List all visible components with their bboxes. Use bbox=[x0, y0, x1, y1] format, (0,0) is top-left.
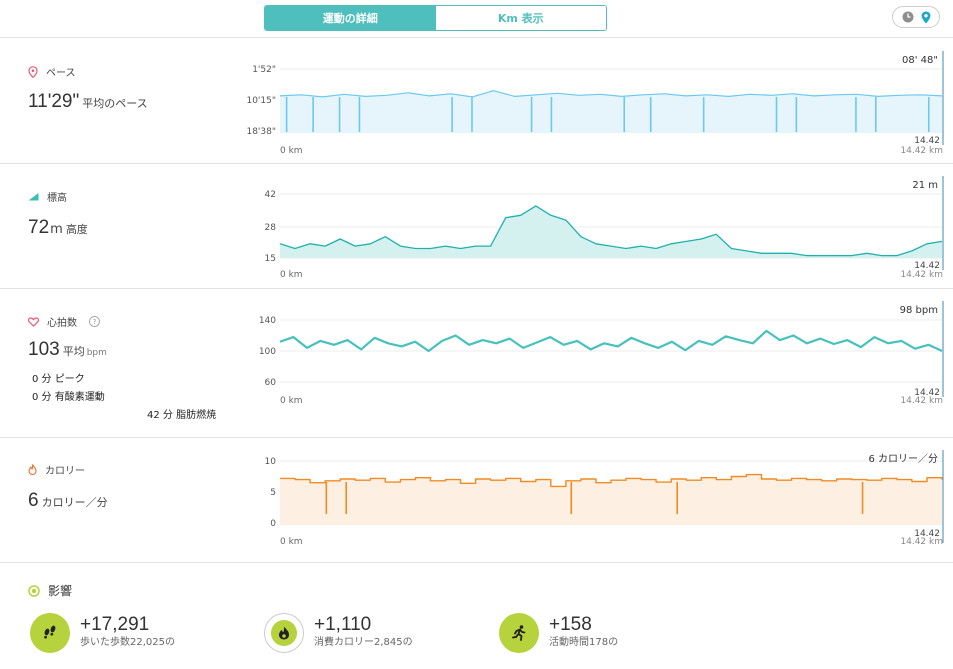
x-axis-start-label: 0 km bbox=[280, 270, 303, 280]
pace-chart: 1'52" 10'15" 18'38" 08' 48" 14.42 0 km 14.42 k… bbox=[246, 51, 944, 156]
x-axis-end-label: 14.42 km bbox=[900, 146, 943, 156]
calories-burned-sub: 消費カロリー2,845の bbox=[314, 637, 413, 648]
runner-icon bbox=[499, 613, 539, 653]
heart-value: 103 平均 bpm bbox=[28, 339, 107, 361]
marker-distance-label: 14.42 bbox=[914, 529, 940, 539]
x-axis-end-label: 14.42 km bbox=[900, 537, 943, 547]
elevation-unit-m: m bbox=[50, 222, 63, 237]
impact-steps: +17,291 歩いた歩数22,025の bbox=[30, 613, 175, 653]
y-tick-label: 1'52" bbox=[252, 65, 276, 75]
calories-value: 6 カロリー／分 bbox=[28, 490, 108, 512]
calories-number: 6 bbox=[28, 490, 39, 511]
heart-icon bbox=[28, 316, 39, 327]
elevation-number: 72 bbox=[28, 217, 50, 238]
heart-label: 心拍数 bbox=[47, 318, 77, 329]
calories-unit: カロリー／分 bbox=[41, 496, 108, 509]
map-pin-icon[interactable] bbox=[921, 11, 931, 24]
pace-value: 11'29" 平均のペース bbox=[28, 91, 148, 113]
active-minutes-value: +158 bbox=[549, 614, 592, 635]
current-value-label: 98 bpm bbox=[900, 305, 938, 316]
elevation-section: 標高 72m 高度 42 28 15 21 m 14.42 0 km 14.42 km bbox=[0, 164, 953, 289]
impact-calories: +1,110 消費カロリー2,845の bbox=[264, 613, 413, 653]
tab-exercise-details[interactable]: 運動の詳細 bbox=[265, 6, 436, 30]
elevation-icon bbox=[28, 193, 39, 201]
help-icon[interactable]: ? bbox=[89, 316, 100, 327]
series-line bbox=[279, 205, 943, 257]
calories-burned-value: +1,110 bbox=[314, 614, 372, 635]
y-tick-label: 100 bbox=[259, 347, 276, 357]
heart-chart: 140 100 60 98 bpm 14.42 0 km 14.42 km bbox=[259, 301, 944, 406]
clock-icon[interactable] bbox=[902, 11, 914, 23]
y-tick-label: 10 bbox=[265, 457, 277, 467]
top-bar: 運動の詳細 Km 表示 bbox=[0, 0, 953, 38]
elevation-unit: 高度 bbox=[65, 223, 88, 236]
elevation-chart: 42 28 15 21 m 14.42 0 km 14.42 km bbox=[265, 176, 944, 280]
marker-distance-label: 14.42 bbox=[914, 136, 940, 146]
zone-fatburn: 42 分 脂肪燃焼 bbox=[147, 410, 217, 421]
x-axis-end-label: 14.42 km bbox=[900, 270, 943, 280]
y-tick-label: 10'15" bbox=[246, 96, 276, 106]
x-axis-start-label: 0 km bbox=[280, 146, 303, 156]
elevation-label: 標高 bbox=[47, 193, 67, 204]
footsteps-icon bbox=[30, 613, 70, 653]
y-tick-label: 28 bbox=[265, 223, 277, 233]
pace-number: 11'29" bbox=[28, 91, 80, 112]
series-line bbox=[280, 473, 943, 488]
calories-chart: 10 5 0 6 カロリー／分 14.42 0 km 14.42 km bbox=[265, 450, 944, 547]
y-tick-label: 140 bbox=[259, 316, 276, 326]
marker-distance-label: 14.42 bbox=[914, 388, 940, 398]
pace-section: ペース 11'29" 平均のペース 1'52" 10'15" 18'38" 08' 48… bbox=[0, 39, 953, 164]
series-area bbox=[280, 90, 942, 133]
heart-number: 103 bbox=[28, 339, 60, 360]
marker-distance-label: 14.42 bbox=[914, 261, 940, 271]
y-tick-label: 42 bbox=[265, 190, 276, 200]
elevation-value: 72m 高度 bbox=[28, 217, 88, 239]
pace-unit: 平均のペース bbox=[82, 97, 148, 110]
heart-section: 心拍数 ? 103 平均 bpm 0 分 ピーク 0 分 有酸素運動 42 分 脂肪… bbox=[0, 289, 953, 438]
impact-active: +158 活動時間178の bbox=[499, 613, 618, 653]
calories-section: カロリー 6 カロリー／分 10 5 0 6 カロリー／分 14.42 0 km 14.42 … bbox=[0, 438, 953, 563]
current-value-label: 6 カロリー／分 bbox=[868, 453, 938, 465]
heart-unit-bpm: bpm bbox=[86, 348, 107, 358]
x-axis-start-label: 0 km bbox=[280, 396, 303, 406]
x-axis-start-label: 0 km bbox=[280, 537, 303, 547]
heart-unit: 平均 bbox=[62, 345, 85, 358]
zone-peak: 0 分 ピーク bbox=[32, 374, 85, 385]
current-value-label: 21 m bbox=[912, 180, 938, 191]
impact-title: 影響 bbox=[48, 584, 73, 598]
flame-small-icon bbox=[28, 464, 37, 475]
y-tick-label: 0 bbox=[270, 519, 276, 529]
map-clock-switch[interactable] bbox=[892, 6, 940, 28]
y-tick-label: 15 bbox=[265, 254, 276, 264]
steps-sub: 歩いた歩数22,025の bbox=[80, 637, 175, 648]
x-axis-end-label: 14.42 km bbox=[900, 396, 943, 406]
series-area bbox=[280, 474, 942, 525]
y-tick-label: 60 bbox=[265, 378, 277, 388]
y-tick-label: 5 bbox=[270, 488, 276, 498]
steps-value: +17,291 bbox=[80, 614, 150, 635]
series-line bbox=[279, 90, 943, 98]
y-tick-label: 18'38" bbox=[246, 127, 276, 137]
pace-pin-icon bbox=[28, 65, 38, 78]
zone-cardio: 0 分 有酸素運動 bbox=[32, 392, 105, 403]
tab-km-display[interactable]: Km 表示 bbox=[435, 6, 606, 30]
impact-target-icon bbox=[28, 584, 40, 597]
view-toggle: 運動の詳細 Km 表示 bbox=[264, 5, 607, 31]
current-value-label: 08' 48" bbox=[902, 55, 938, 66]
active-minutes-sub: 活動時間178の bbox=[549, 637, 619, 648]
calories-label: カロリー bbox=[45, 466, 85, 477]
flame-icon bbox=[264, 613, 304, 653]
series-line bbox=[279, 329, 943, 353]
series-area bbox=[280, 205, 942, 258]
pace-label: ペース bbox=[46, 68, 76, 79]
